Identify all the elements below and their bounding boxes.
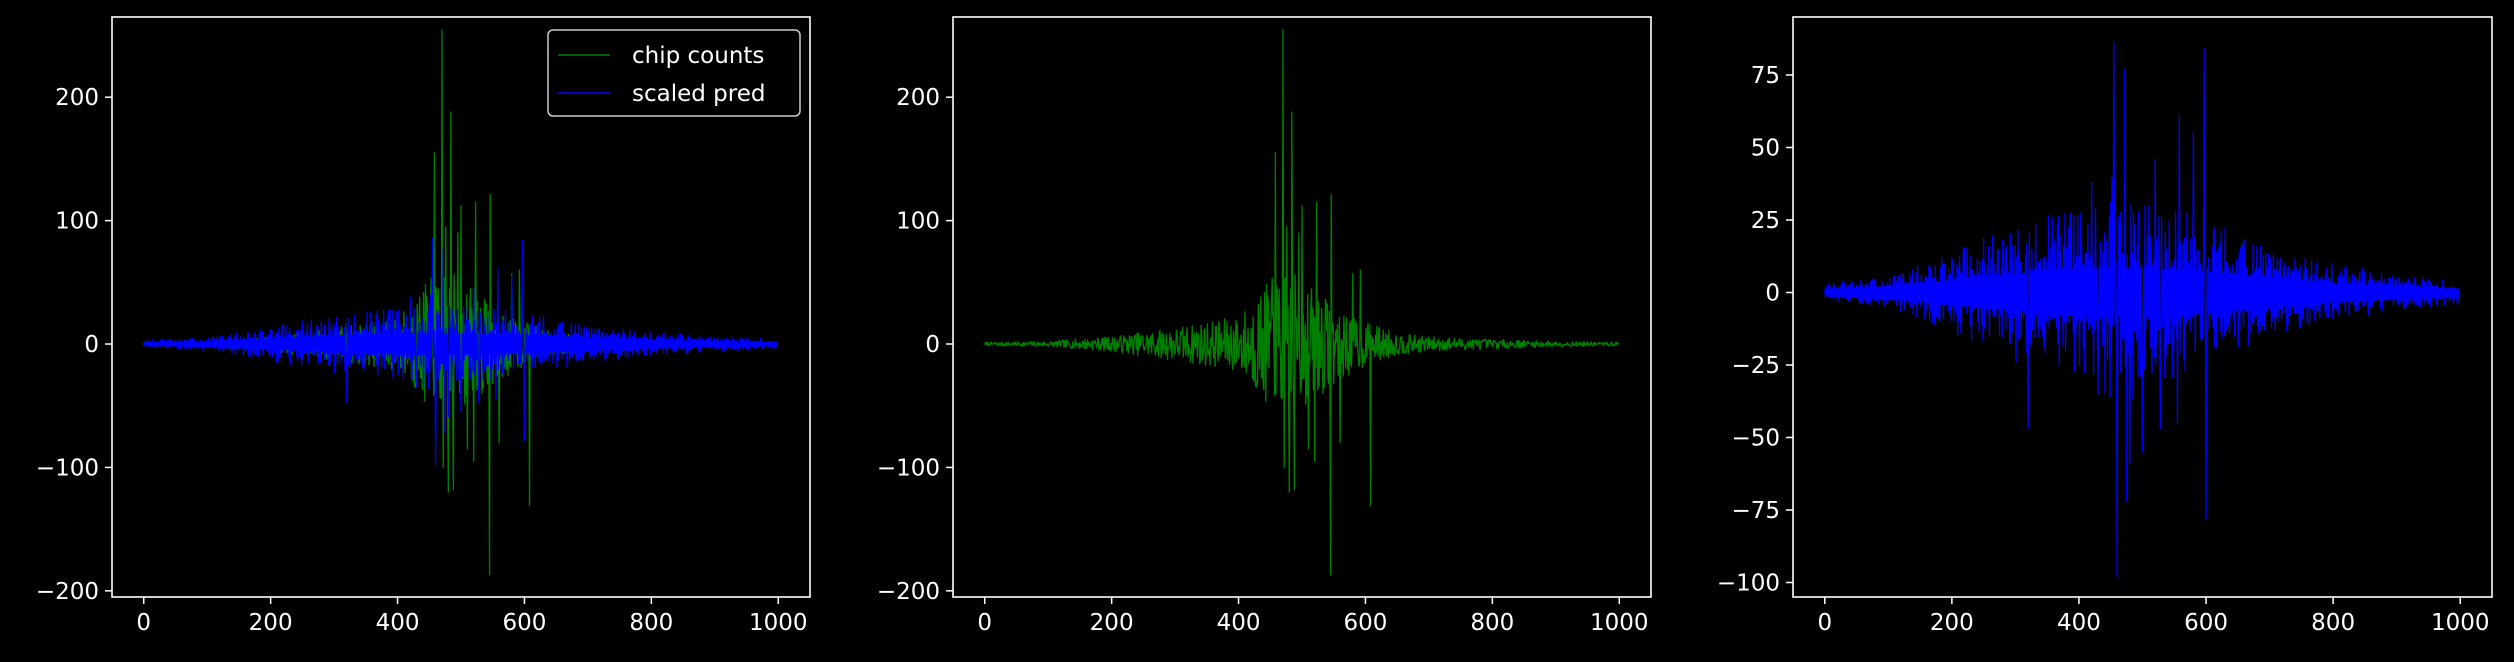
y-tick-label: −200	[36, 579, 99, 605]
x-tick-label: 200	[249, 610, 293, 636]
panel-2-xaxis: 0 200 400 600 800 1000	[977, 597, 1649, 636]
panel-2-series-layer	[984, 28, 1620, 576]
panel-3: 0 200 400 600 800 1000 −100 −75 −50 −25 0 25 50 75	[1717, 16, 2493, 636]
x-tick-label: 400	[2057, 610, 2101, 636]
panel-2-axes-frame	[952, 16, 1652, 598]
x-tick-label: 800	[1470, 610, 1514, 636]
y-tick-label: −50	[1731, 426, 1780, 452]
y-tick-label: −200	[877, 579, 940, 605]
x-tick-label: 400	[1217, 610, 1261, 636]
y-tick-label: −100	[877, 455, 940, 481]
x-tick-label: 200	[1090, 610, 1134, 636]
legend-label-chip-counts: chip counts	[632, 43, 764, 69]
y-tick-label: 75	[1751, 63, 1780, 89]
x-tick-label: 600	[2184, 610, 2228, 636]
y-tick-label: 0	[925, 332, 940, 358]
x-tick-label: 800	[629, 610, 673, 636]
y-tick-label: 0	[84, 332, 99, 358]
x-tick-label: 400	[376, 610, 420, 636]
y-tick-label: 200	[55, 85, 99, 111]
y-tick-label: 0	[1765, 281, 1780, 307]
x-tick-label: 800	[2311, 610, 2355, 636]
legend-label-scaled-pred: scaled pred	[632, 81, 765, 107]
y-tick-label: −75	[1731, 498, 1780, 524]
series-chip-counts	[984, 28, 1620, 576]
y-tick-label: −100	[36, 455, 99, 481]
x-tick-label: 200	[1930, 610, 1974, 636]
panel-3-yaxis: −100 −75 −50 −25 0 25 50 75	[1717, 63, 1793, 597]
panel-3-xaxis: 0 200 400 600 800 1000	[1817, 597, 2490, 636]
y-tick-label: −25	[1731, 353, 1780, 379]
panel-2: 0 200 400 600 800 1000 −200 −100 0 100 200	[877, 16, 1652, 636]
legend: chip counts scaled pred	[547, 29, 801, 117]
x-tick-label: 0	[136, 610, 151, 636]
series-scaled-pred	[143, 237, 779, 466]
y-tick-label: 200	[896, 85, 940, 111]
panel-1-series-layer	[143, 28, 779, 576]
x-tick-label: 600	[1344, 610, 1388, 636]
panel-1-axes-frame	[111, 16, 811, 598]
x-tick-label: 0	[977, 610, 992, 636]
x-tick-label: 1000	[1590, 610, 1649, 636]
panel-1-xaxis: 0 200 400 600 800 1000	[136, 597, 808, 636]
panel-1: 0 200 400 600 800 1000 −200 −100 0 100 200 chip c…	[36, 16, 811, 636]
x-tick-label: 0	[1817, 610, 1832, 636]
y-tick-label: 25	[1751, 208, 1780, 234]
x-tick-label: 1000	[749, 610, 808, 636]
y-tick-label: 50	[1751, 136, 1780, 162]
legend-box	[547, 29, 801, 117]
y-tick-label: 100	[896, 209, 940, 235]
x-tick-label: 600	[503, 610, 547, 636]
panel-1-yaxis: −200 −100 0 100 200	[36, 85, 112, 605]
series-scaled-pred	[1824, 42, 2461, 578]
panel-2-yaxis: −200 −100 0 100 200	[877, 85, 953, 605]
x-tick-label: 1000	[2431, 610, 2490, 636]
panel-3-axes-frame	[1792, 16, 2493, 598]
panel-3-series-layer	[1824, 42, 2461, 578]
y-tick-label: 100	[55, 209, 99, 235]
y-tick-label: −100	[1717, 571, 1780, 597]
